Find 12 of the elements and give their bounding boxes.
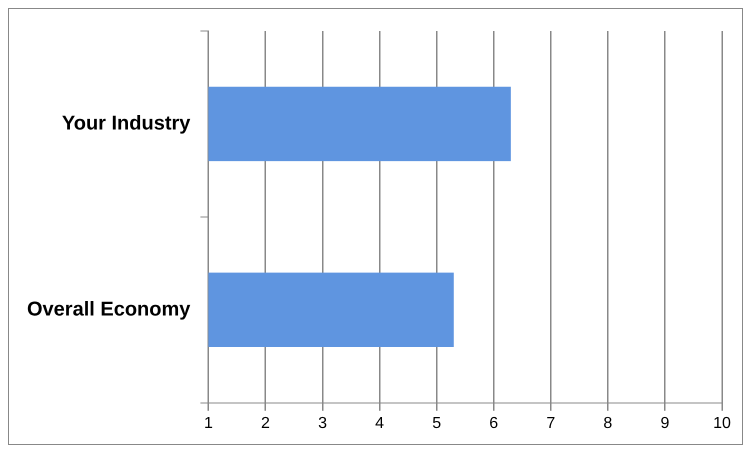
y-tick-label: Your Industry bbox=[62, 112, 192, 134]
x-tick-label: 5 bbox=[432, 414, 442, 432]
x-tick-label: 4 bbox=[375, 414, 384, 432]
x-tick-label: 3 bbox=[318, 414, 328, 432]
x-tick-label: 10 bbox=[713, 414, 731, 432]
x-tick-label: 2 bbox=[261, 414, 270, 432]
x-tick-label: 8 bbox=[603, 414, 612, 432]
y-tick-label: Overall Economy bbox=[26, 298, 192, 320]
x-tick-label: 7 bbox=[546, 414, 556, 432]
x-tick-label: 1 bbox=[204, 414, 213, 432]
x-tick-label: 9 bbox=[660, 414, 670, 432]
x-tick-label: 6 bbox=[489, 414, 498, 432]
